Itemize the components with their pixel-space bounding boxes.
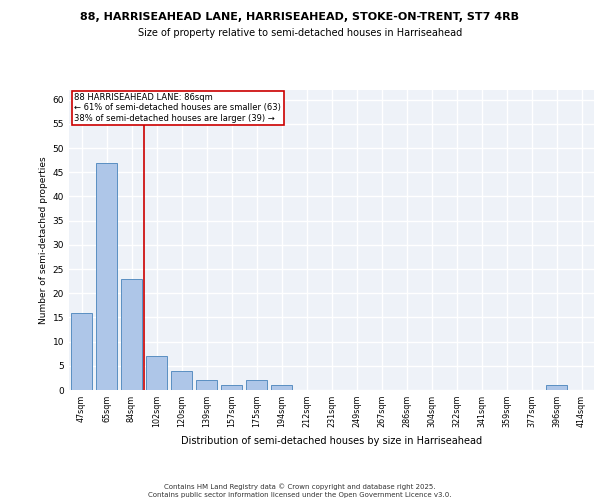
Bar (196, 380, 217, 390)
Bar (96, 162, 117, 390)
Y-axis label: Number of semi-detached properties: Number of semi-detached properties (40, 156, 49, 324)
Bar (171, 370, 192, 390)
Text: 88, HARRISEAHEAD LANE, HARRISEAHEAD, STOKE-ON-TRENT, ST7 4RB: 88, HARRISEAHEAD LANE, HARRISEAHEAD, STO… (80, 12, 520, 22)
Bar (146, 356, 167, 390)
Text: 88 HARRISEAHEAD LANE: 86sqm
← 61% of semi-detached houses are smaller (63)
38% o: 88 HARRISEAHEAD LANE: 86sqm ← 61% of sem… (74, 93, 281, 123)
Bar (71, 312, 92, 390)
Bar (221, 385, 242, 390)
Bar (271, 385, 292, 390)
Bar (246, 380, 267, 390)
Text: Size of property relative to semi-detached houses in Harriseahead: Size of property relative to semi-detach… (138, 28, 462, 38)
Text: Contains HM Land Registry data © Crown copyright and database right 2025.
Contai: Contains HM Land Registry data © Crown c… (148, 484, 452, 498)
Bar (546, 385, 567, 390)
Bar (121, 278, 142, 390)
X-axis label: Distribution of semi-detached houses by size in Harriseahead: Distribution of semi-detached houses by … (181, 436, 482, 446)
